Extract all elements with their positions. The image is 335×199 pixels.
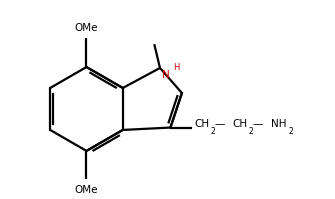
Text: —: —	[214, 119, 225, 129]
Text: H: H	[173, 63, 180, 72]
Text: 2: 2	[210, 127, 215, 136]
Text: OMe: OMe	[75, 23, 98, 33]
Text: OMe: OMe	[75, 185, 98, 195]
Text: 2: 2	[288, 127, 293, 136]
Text: CH: CH	[194, 119, 209, 129]
Text: N: N	[162, 70, 170, 80]
Text: 2: 2	[248, 127, 253, 136]
Text: —: —	[253, 119, 263, 129]
Text: CH: CH	[232, 119, 248, 129]
Text: NH: NH	[271, 119, 286, 129]
